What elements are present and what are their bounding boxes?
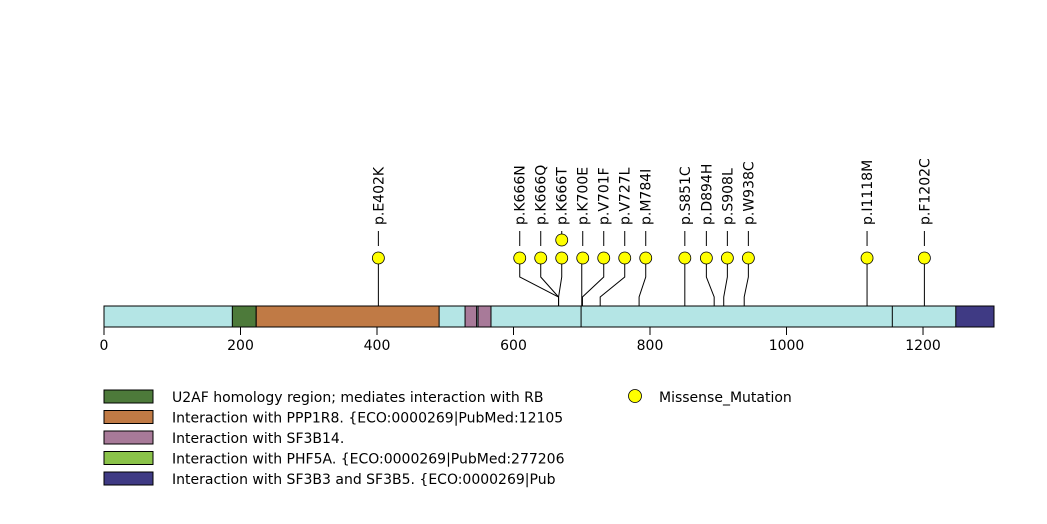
mutation-label: p.E402K [371,166,387,225]
legend-label: Interaction with SF3B14. [172,431,344,447]
axis-tick-label: 1000 [769,338,805,354]
mutation-label: p.M784I [639,169,655,225]
mutation-head [513,251,527,265]
mutation-label: p.K700E [576,167,592,225]
position-axis: 0 200 400 600 800 1000 1200 [100,327,941,354]
legend-mutation-label: Missense_Mutation [659,390,792,406]
mutation-label: p.W938C [741,161,757,225]
mutation-labels: p.E402K p.K666N p.K666Q p.K666T p.K700E p.V70… [371,158,933,225]
axis-tick-label: 0 [100,338,109,354]
legend: U2AF homology region; mediates interacti… [103,389,792,488]
mutation-label: p.S851C [678,166,694,225]
mutation-head [555,233,569,247]
mutation-head [371,251,385,265]
mutation-label: p.K666T [555,167,571,225]
mutation-head [720,251,734,265]
legend-mutation-marker [628,389,642,403]
mutation-head [678,251,692,265]
protein-domain [955,305,995,328]
mutation-label: p.V701F [597,167,613,225]
protein-domain [464,305,478,328]
legend-swatch [103,451,154,465]
legend-swatch [103,471,154,486]
mutation-label: p.K666Q [534,165,550,225]
legend-label: U2AF homology region; mediates interacti… [172,390,544,406]
mutation-label: p.F1202C [917,158,933,225]
mutation-head [860,251,874,265]
mutation-head [534,251,548,265]
mutation-head [917,251,931,265]
protein-track [103,305,995,328]
mutation-label: p.I1118M [860,160,876,225]
legend-label: Interaction with SF3B3 and SF3B5. {ECO:0… [172,472,556,488]
protein-domain [231,305,257,328]
legend-swatch [103,389,154,404]
axis-tick-label: 1200 [905,338,941,354]
mutation-head [576,251,590,265]
mutation-heads [371,233,931,265]
legend-swatch [103,430,154,445]
legend-label: Interaction with PHF5A. {ECO:0000269|Pub… [172,452,565,468]
axis-tick-label: 200 [227,338,254,354]
legend-label: Interaction with PPP1R8. {ECO:0000269|Pu… [172,411,563,427]
mutation-head [741,251,755,265]
mutation-label: p.D894H [699,164,715,225]
legend-swatch [103,410,154,424]
axis-tick-label: 400 [364,338,391,354]
mutation-label: p.S908L [720,168,736,225]
mutation-head [555,251,569,265]
mutation-head [618,251,632,265]
protein-domain [477,305,492,328]
axis-tick-label: 800 [637,338,664,354]
mutation-head [699,251,713,265]
axis-tick-label: 600 [500,338,527,354]
mutation-head [639,251,653,265]
mutation-head [597,251,611,265]
mutation-label: p.K666N [513,165,529,225]
mutation-label: p.V727L [618,167,634,225]
protein-domain [255,305,440,328]
